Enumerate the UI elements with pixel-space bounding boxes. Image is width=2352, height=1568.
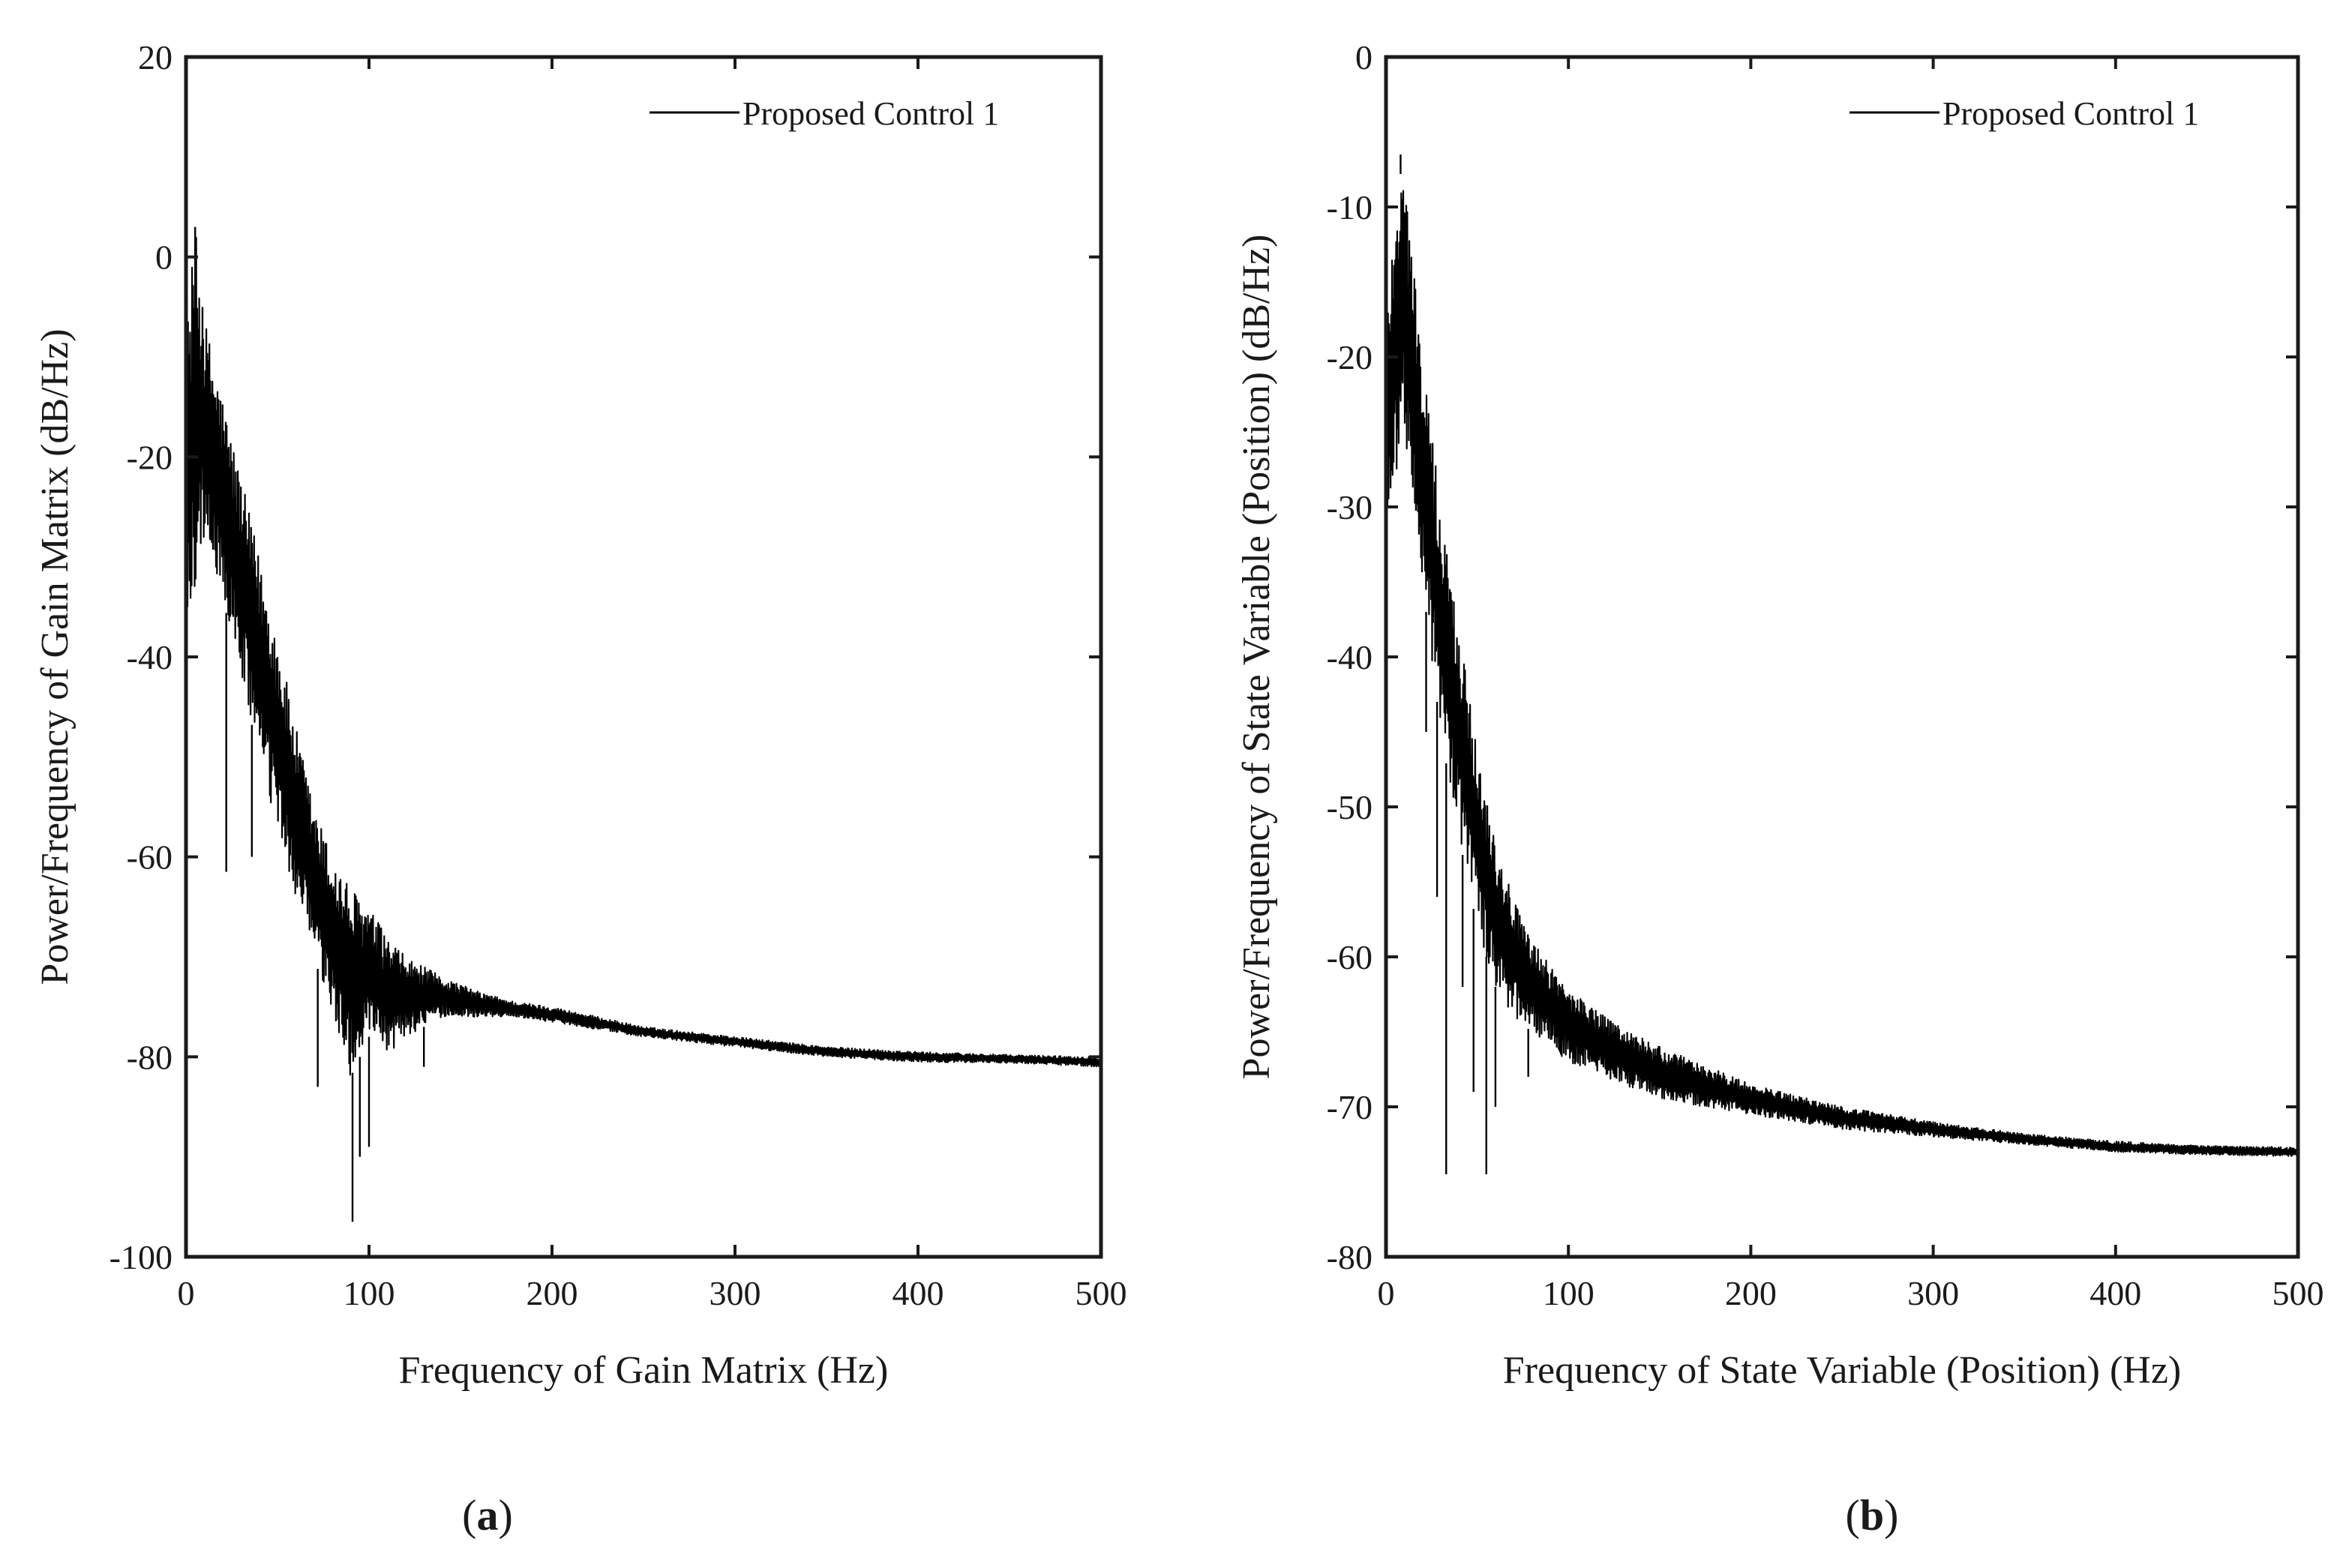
- panel-b: 0 100 200 300 400 500 0 -10 -20 -30 -40 -50 -60 -70 -8…: [1235, 38, 2324, 1540]
- x-tick-label: 200: [526, 1274, 578, 1312]
- panel-b-label-open: (: [1846, 1491, 1860, 1540]
- y-tick-label: 0: [155, 238, 172, 277]
- panel-a-label-close: ): [499, 1491, 513, 1540]
- panel-a-xlabel: Frequency of Gain Matrix (Hz): [399, 1349, 889, 1392]
- panel-a-label-letter: a: [477, 1491, 499, 1540]
- x-tick-label: 100: [1543, 1274, 1594, 1312]
- panel-b-label-letter: b: [1860, 1491, 1884, 1540]
- y-tick-label: -20: [127, 438, 172, 476]
- panel-b-ylabel: Power/Frequency of State Variable (Posit…: [1235, 235, 1278, 1080]
- panel-a-axes-box: [184, 55, 1103, 1259]
- y-tick-label: -40: [1327, 638, 1372, 676]
- panel-b-legend-label: Proposed Control 1: [1942, 95, 2199, 132]
- x-tick-label: 200: [1725, 1274, 1777, 1312]
- x-tick-label: 300: [1907, 1274, 1959, 1312]
- x-tick-label: 100: [344, 1274, 395, 1312]
- panel-a-trace: [184, 226, 1102, 1222]
- y-tick-label: -70: [1327, 1088, 1372, 1126]
- panel-a-legend: Proposed Control 1: [650, 95, 999, 132]
- x-tick-label: 500: [1076, 1274, 1127, 1312]
- y-tick-label: -80: [1327, 1238, 1372, 1276]
- y-tick-label: -100: [110, 1238, 172, 1276]
- panel-b-axes-box: [1384, 55, 2300, 1259]
- panel-b-trace: [1384, 154, 2300, 1174]
- y-tick-label: -50: [1327, 788, 1372, 826]
- x-tick-label: 400: [2090, 1274, 2141, 1312]
- x-tick-label: 0: [1378, 1274, 1395, 1312]
- x-tick-label: 0: [178, 1274, 195, 1312]
- panel-a-label: (a): [462, 1491, 513, 1540]
- panel-a-ylabel: Power/Frequency of Gain Matrix (dB/Hz): [34, 328, 76, 985]
- psd-line: [1384, 190, 2300, 1157]
- y-tick-label: -10: [1327, 188, 1372, 226]
- x-tick-label: 300: [710, 1274, 761, 1312]
- panel-b-legend: Proposed Control 1: [1850, 95, 2199, 132]
- panel-a-legend-label: Proposed Control 1: [742, 95, 999, 132]
- x-tick-label: 500: [2272, 1274, 2324, 1312]
- panel-a-ticks: [184, 55, 1102, 1258]
- x-tick-label: 400: [892, 1274, 944, 1312]
- y-tick-label: -80: [127, 1038, 172, 1076]
- y-tick-label: 0: [1355, 38, 1372, 76]
- y-tick-label: -60: [127, 838, 172, 877]
- psd-line: [184, 236, 1102, 1076]
- panel-b-ticks: [1384, 55, 2300, 1258]
- panel-b-label: (b): [1846, 1491, 1899, 1540]
- y-tick-label: 20: [138, 38, 172, 76]
- panel-b-xlabel: Frequency of State Variable (Position) (…: [1503, 1349, 2181, 1392]
- y-tick-label: -20: [1327, 338, 1372, 376]
- y-tick-label: -30: [1327, 488, 1372, 526]
- y-tick-label: -40: [127, 638, 172, 676]
- panel-b-tick-labels: 0 100 200 300 400 500 0 -10 -20 -30 -40 -50 -60 -70 -8…: [1327, 38, 2324, 1312]
- y-tick-label: -60: [1327, 938, 1372, 976]
- panel-a-label-open: (: [462, 1491, 476, 1540]
- panel-b-label-close: ): [1884, 1491, 1898, 1540]
